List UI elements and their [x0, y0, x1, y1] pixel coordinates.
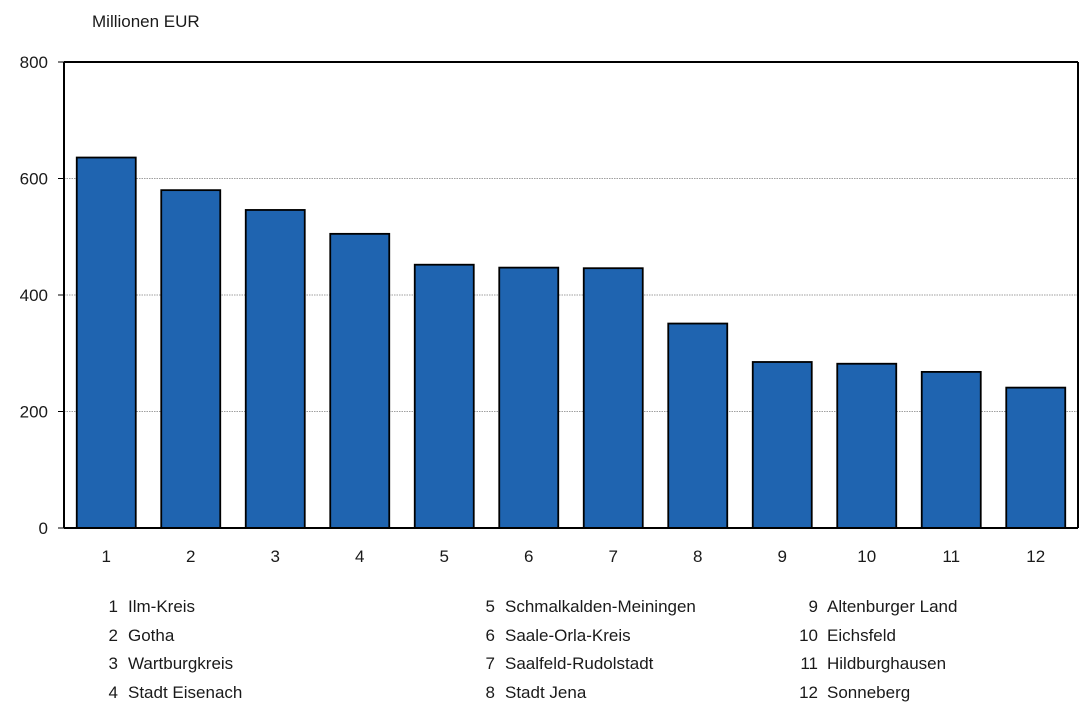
bar: [920, 370, 982, 529]
legend-item-number: 3: [108, 654, 118, 673]
x-tick-label: 5: [440, 547, 449, 566]
legend-item-number: 2: [108, 625, 118, 645]
bar: [667, 322, 729, 529]
legend-item-name: Saalfeld-Rudolstadt: [505, 654, 654, 673]
legend-item-name: Hildburghausen: [827, 654, 947, 673]
legend-item-number: 6: [485, 625, 495, 645]
x-tick-label: 3: [271, 547, 280, 566]
legend-item-number: 12: [799, 682, 818, 702]
bar: [1005, 386, 1067, 529]
y-axis-unit-label: Millionen EUR: [92, 12, 200, 31]
legend-item-name: Altenburger Land: [827, 597, 958, 616]
legend-item-number: 10: [799, 625, 818, 645]
x-tick-label: 6: [524, 547, 533, 566]
legend-item-name: Saale-Orla-Kreis: [505, 625, 631, 645]
x-tick-label: 12: [1026, 547, 1045, 566]
y-tick-label: 0: [39, 519, 48, 538]
legend-item-name: Stadt Jena: [505, 682, 587, 702]
legend-item-number: 4: [108, 682, 118, 702]
y-tick-label: 800: [20, 53, 48, 72]
legend-item-number: 7: [485, 654, 495, 673]
x-tick-label: 10: [857, 547, 876, 566]
x-tick-label: 9: [778, 547, 787, 566]
legend-item-number: 11: [800, 654, 818, 673]
bar: [836, 362, 898, 529]
legend-item-name: Schmalkalden-Meiningen: [505, 597, 696, 616]
legend-item-name: Ilm-Kreis: [128, 597, 196, 616]
legend-item-name: Gotha: [128, 625, 175, 645]
x-tick-label: 11: [942, 547, 960, 566]
y-tick-label: 600: [20, 170, 48, 189]
bar: [751, 361, 813, 529]
legend-item-name: Stadt Eisenach: [128, 682, 243, 702]
legend-item-number: 5: [485, 597, 495, 616]
y-tick-label: 400: [20, 286, 48, 305]
legend-item-name: Eichsfeld: [827, 625, 896, 645]
bar: [75, 156, 137, 529]
legend-item-number: 1: [108, 597, 118, 616]
x-tick-label: 8: [693, 547, 702, 566]
legend-item-number: 9: [808, 597, 818, 616]
x-tick-label: 2: [186, 547, 195, 566]
legend-item-name: Sonneberg: [827, 682, 911, 702]
legend-item-name: Wartburgkreis: [128, 654, 234, 673]
y-tick-label: 200: [20, 403, 48, 422]
bar: [244, 209, 306, 529]
x-tick-label: 7: [609, 547, 618, 566]
x-tick-label: 4: [355, 547, 364, 566]
bar: [160, 189, 222, 529]
bar: [329, 232, 391, 529]
legend-item-number: 8: [485, 682, 495, 702]
bar: [498, 266, 560, 529]
x-tick-label: 1: [102, 547, 111, 566]
bar: [582, 267, 644, 529]
bar: [413, 263, 475, 529]
